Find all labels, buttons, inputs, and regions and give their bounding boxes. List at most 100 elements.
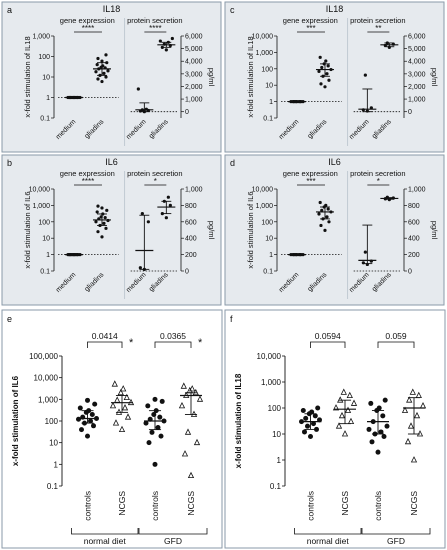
panel-e-tick-label: 0.1: [47, 482, 59, 491]
panel-e-point: [146, 440, 152, 446]
panel-d-unit-label: pg/ml: [430, 221, 439, 240]
panel-d-left-tick-label: 0.1: [263, 269, 273, 276]
panel-e-point: [92, 401, 98, 407]
panel-f-group-bracket: [361, 528, 431, 535]
panel-a-title: IL18: [103, 4, 121, 14]
panel-e-tick-label: 100: [45, 417, 59, 426]
panel-f-frame: [224, 309, 446, 549]
panel-e-point: [157, 414, 163, 420]
panel-c-left-point: [323, 85, 327, 89]
panel-c-left-tick-label: 0.1: [263, 116, 273, 123]
panel-b-right-tick-label: 0: [185, 269, 189, 276]
panel-d-letter: d: [230, 158, 235, 168]
panel-a-right-point: [136, 87, 140, 91]
panel-f-point: [384, 423, 390, 429]
panel-f-point: [335, 422, 343, 429]
panel-a-right-point: [170, 36, 174, 41]
panel-d-right-tick-label: 800: [408, 203, 420, 210]
panel-c-right-point: [363, 73, 367, 77]
panel-a-left-point: [104, 53, 108, 57]
panel-d-left-point: [324, 203, 328, 207]
panel-c-right-tick-label: 3,000: [408, 71, 426, 78]
panel-f-point: [332, 404, 340, 411]
panel-f-point: [315, 405, 321, 411]
panel-a-right-tick-label: 6,000: [185, 34, 203, 41]
panel-c-frame: [224, 1, 445, 153]
panel-e-point: [189, 385, 196, 392]
panel-e-tick-label: 100,000: [29, 352, 58, 361]
panel-b-left-tick-label: 0.1: [40, 269, 50, 276]
panel-e-point: [124, 413, 132, 420]
panel-b-left-tick-label: 10: [42, 236, 50, 243]
panel-c-ylabel: x-fold stimulation of IL18: [246, 36, 255, 117]
panel-a-left-sig-label: ****: [82, 24, 94, 33]
panel-d-right-point: [363, 250, 367, 254]
panel-e-sig-star: *: [129, 337, 134, 349]
panel-f-point: [305, 423, 310, 429]
panel-d-left-point: [317, 212, 321, 216]
panel-d-title: IL6: [328, 157, 341, 167]
panel-e-sig-label: 0.0414: [92, 331, 118, 341]
panel-e-point: [152, 461, 158, 467]
panel-b-left-tick-label: 1: [46, 252, 50, 259]
panel-c-left-point: [325, 72, 329, 76]
panel-c-right-tick-label: 5,000: [408, 46, 426, 53]
panel-f-tick-label: 1: [277, 456, 282, 465]
panel-d-left-tick-label: 100: [261, 219, 273, 226]
panel-a-left-tick-label: 1: [46, 95, 50, 102]
panel-f-tick-label: 10: [272, 430, 281, 439]
panel-b-right-tick-label: 800: [185, 203, 197, 210]
panel-e-category-label: controls: [150, 491, 160, 521]
panel-e-point: [120, 385, 127, 392]
panel-c-left-point: [319, 82, 323, 86]
panel-c-right-subtitle: protein secretion: [350, 16, 405, 25]
panel-f-point: [380, 413, 386, 419]
panel-c-left-tick-label: 1: [269, 99, 273, 106]
panel-d-right-tick-label: 1,000: [408, 187, 426, 194]
panel-f-point: [337, 396, 344, 403]
panel-f-point: [369, 439, 375, 445]
panel-d-frame: [224, 154, 445, 306]
panel-f-point: [382, 397, 388, 403]
panel-f-point: [409, 388, 416, 395]
panel-a-right-point: [164, 48, 168, 52]
panel-f-point: [346, 391, 353, 398]
panel-d-right-tick-label: 400: [408, 236, 420, 243]
panel-d-left-tick-label: 1,000: [255, 203, 273, 210]
panel-e-point: [159, 398, 165, 404]
panel-b-left-point: [100, 206, 104, 210]
panel-b-right-tick-label: 200: [185, 252, 197, 259]
panel-e-letter: e: [7, 314, 12, 324]
panel-f-point: [376, 405, 382, 411]
panel-b-right-point: [168, 203, 172, 207]
panel-b-right-tick-label: 1,000: [185, 187, 203, 194]
panel-e-frame: [1, 309, 223, 549]
panel-e-point: [123, 393, 130, 401]
panel-e-point: [118, 425, 126, 433]
panel-e-point: [88, 418, 93, 424]
panel-b-right-point: [138, 266, 142, 270]
panel-f-point: [344, 406, 352, 413]
panel-a-left-point: [100, 59, 104, 63]
panel-a-right-tick-label: 0: [185, 109, 189, 116]
panel-f-point: [312, 413, 318, 419]
panel-d-left-point: [318, 200, 322, 205]
panel-c-left-point: [318, 55, 322, 59]
panel-b-right-subtitle: protein secretion: [127, 169, 182, 178]
panel-e-tick-label: 10: [49, 439, 58, 448]
panel-e-tick-label: 1,000: [38, 395, 59, 404]
panel-e-point: [196, 395, 204, 402]
panel-e-ylabel: x-fold stimulation of IL6: [11, 375, 20, 466]
panel-e-point: [192, 388, 199, 396]
panel-e-point: [121, 404, 129, 411]
panel-b-left-subtitle: gene expression: [60, 169, 115, 178]
panel-e-point: [178, 401, 186, 409]
panel-b-left-point: [95, 210, 99, 214]
panel-e-point: [85, 433, 90, 439]
panel-b-left-sig-label: ****: [82, 177, 94, 186]
panel-f-sig-label: 0.0594: [315, 331, 341, 341]
panel-a-left-point: [95, 63, 99, 67]
panel-e-point: [193, 438, 201, 446]
panel-a-left-tick-label: 10: [42, 75, 50, 82]
panel-e-tick-label: 1: [54, 460, 59, 469]
